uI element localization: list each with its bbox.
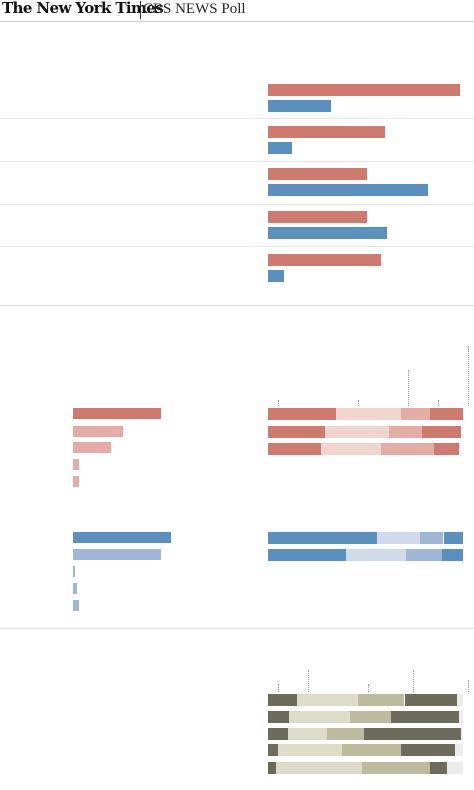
axis-tick bbox=[408, 370, 409, 406]
segment-3-row-1 bbox=[441, 549, 463, 561]
bar-rep-2 bbox=[73, 442, 111, 453]
segment-4-row-4 bbox=[447, 762, 463, 774]
segment-1-row-2 bbox=[287, 728, 327, 740]
segment-4-row-3 bbox=[455, 744, 463, 756]
segment-3-row-2 bbox=[433, 443, 460, 455]
segment-3-row-0 bbox=[404, 694, 458, 706]
section-divider bbox=[0, 628, 474, 629]
independent-stacked-chart bbox=[268, 670, 474, 776]
segment-2-row-0 bbox=[400, 408, 430, 420]
segment-2-row-1 bbox=[406, 549, 442, 561]
segment-1-row-1 bbox=[346, 549, 407, 561]
row-divider bbox=[0, 118, 474, 119]
segment-2-row-1 bbox=[388, 426, 423, 438]
axis-tick bbox=[413, 670, 414, 692]
bar-dem-3 bbox=[73, 583, 77, 594]
bar-rep-1 bbox=[73, 426, 123, 437]
bar-dem-1 bbox=[73, 549, 161, 560]
segment-0-row-3 bbox=[268, 744, 278, 756]
segment-0-row-2 bbox=[268, 443, 321, 455]
segment-1-row-4 bbox=[275, 762, 362, 774]
segment-0-row-1 bbox=[268, 711, 290, 723]
bar-rep-3 bbox=[268, 211, 367, 223]
segment-1-row-2 bbox=[320, 443, 382, 455]
axis-tick bbox=[278, 400, 279, 406]
segment-1-row-0 bbox=[297, 694, 358, 706]
segment-4-row-2 bbox=[461, 728, 463, 740]
bar-dem-0 bbox=[73, 532, 171, 543]
segment-0-row-2 bbox=[268, 728, 288, 740]
segment-3-row-1 bbox=[390, 711, 460, 723]
axis-tick bbox=[468, 680, 469, 692]
segment-0-row-4 bbox=[268, 762, 276, 774]
bar-dem-0 bbox=[268, 100, 332, 112]
segment-3-row-4 bbox=[429, 762, 448, 774]
page-header: The New York Times CBS NEWS Poll bbox=[0, 0, 474, 22]
segment-3-row-3 bbox=[400, 744, 456, 756]
axis-tick bbox=[368, 684, 369, 692]
segment-2-row-0 bbox=[357, 694, 405, 706]
segment-3-row-1 bbox=[422, 426, 462, 438]
axis-tick bbox=[468, 346, 469, 406]
segment-1-row-0 bbox=[377, 532, 421, 544]
segment-0-row-0 bbox=[268, 408, 337, 420]
bar-dem-4 bbox=[268, 270, 284, 282]
bar-dem-3 bbox=[268, 227, 387, 239]
row-divider bbox=[0, 161, 474, 162]
axis-tick bbox=[308, 670, 309, 692]
segment-4-row-1 bbox=[459, 711, 463, 723]
bar-dem-2 bbox=[73, 566, 75, 577]
bar-dem-1 bbox=[268, 142, 292, 154]
segment-4-row-0 bbox=[457, 694, 463, 706]
segment-2-row-2 bbox=[326, 728, 364, 740]
bar-rep-4 bbox=[268, 254, 381, 266]
segment-3-row-0 bbox=[429, 408, 463, 420]
axis-tick bbox=[438, 400, 439, 406]
segment-0-row-1 bbox=[268, 549, 346, 561]
republican-stacked-chart bbox=[268, 346, 474, 458]
axis-tick bbox=[358, 400, 359, 406]
segment-0-row-0 bbox=[268, 694, 298, 706]
header-divider bbox=[140, 1, 141, 19]
paired-bar-chart bbox=[268, 80, 474, 285]
segment-1-row-3 bbox=[277, 744, 343, 756]
segment-2-row-3 bbox=[342, 744, 401, 756]
democrat-stacked-chart bbox=[268, 530, 474, 564]
segment-2-row-4 bbox=[361, 762, 430, 774]
poll-label: CBS NEWS Poll bbox=[143, 1, 246, 17]
segment-2-row-0 bbox=[420, 532, 444, 544]
segment-1-row-1 bbox=[289, 711, 350, 723]
bar-rep-1 bbox=[268, 126, 385, 138]
democrat-distribution-chart bbox=[73, 530, 193, 614]
bar-dem-4 bbox=[73, 600, 79, 611]
segment-1-row-0 bbox=[336, 408, 401, 420]
bar-rep-3 bbox=[73, 459, 79, 470]
segment-3-row-2 bbox=[363, 728, 462, 740]
bar-rep-0 bbox=[73, 408, 161, 419]
segment-2-row-1 bbox=[349, 711, 391, 723]
bar-rep-4 bbox=[73, 476, 79, 487]
segment-0-row-0 bbox=[268, 532, 378, 544]
section-divider bbox=[0, 305, 474, 306]
nyt-logo[interactable]: The New York Times bbox=[2, 0, 164, 17]
bar-dem-2 bbox=[268, 184, 429, 196]
bar-rep-0 bbox=[268, 84, 461, 96]
segment-3-row-0 bbox=[443, 532, 463, 544]
axis-tick bbox=[278, 684, 279, 692]
row-divider bbox=[0, 246, 474, 247]
row-divider bbox=[0, 204, 474, 205]
segment-0-row-1 bbox=[268, 426, 325, 438]
segment-2-row-2 bbox=[381, 443, 434, 455]
republican-distribution-chart bbox=[73, 406, 193, 490]
segment-1-row-1 bbox=[324, 426, 389, 438]
bar-rep-2 bbox=[268, 168, 367, 180]
